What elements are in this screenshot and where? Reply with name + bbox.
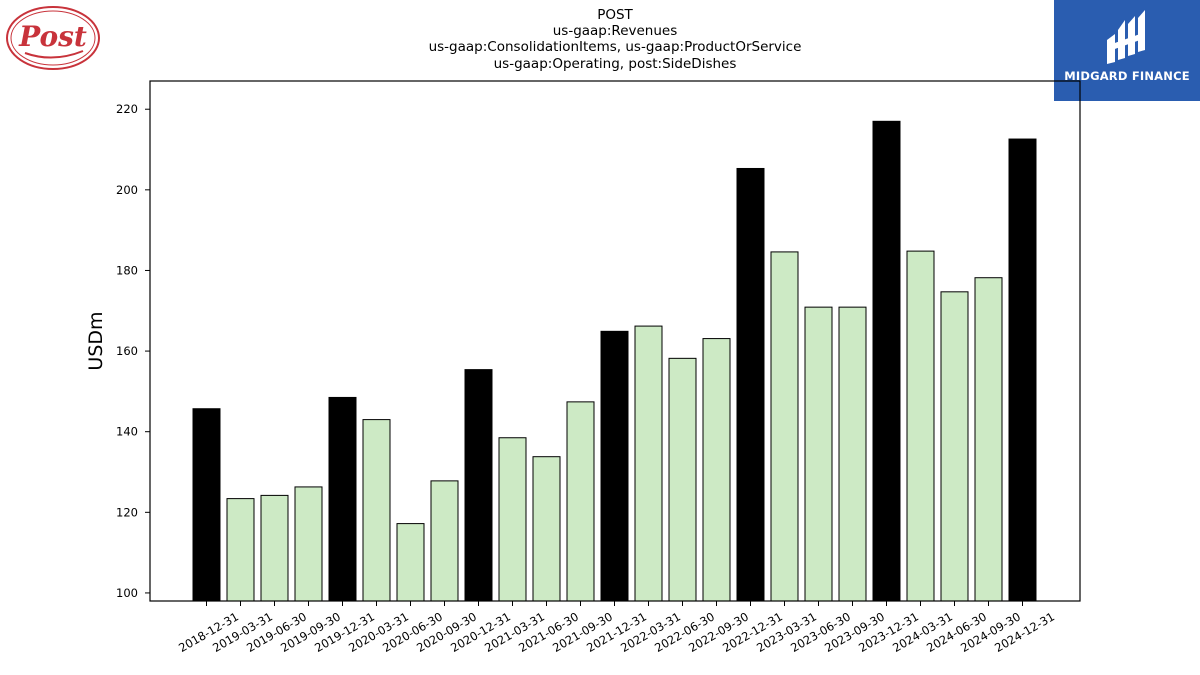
bar-2019-12-31	[328, 396, 357, 602]
bar-2018-12-31	[192, 408, 221, 602]
x-axis: 2018-12-312019-03-312019-06-302019-09-30…	[176, 601, 1057, 655]
chart-title-line-2: us-gaap:Revenues	[552, 23, 678, 40]
y-axis-label: USDm	[85, 311, 107, 370]
chart-title-line-4: us-gaap:Operating, post:SideDishes	[493, 55, 737, 72]
chart-title-line-3: us-gaap:ConsolidationItems, us-gaap:Prod…	[428, 39, 802, 56]
bar-2019-03-31	[226, 498, 255, 602]
bar-2022-09-30	[702, 338, 731, 602]
bar-2023-06-30	[804, 306, 833, 602]
bar-2021-06-30	[532, 456, 561, 602]
y-tick-label: 120	[116, 505, 138, 519]
bar-2024-06-30	[940, 291, 969, 602]
midgard-mark-icon	[1107, 10, 1145, 64]
bar-2020-03-31	[362, 419, 391, 602]
midgard-finance-logo-text: MIDGARD FINANCE	[1064, 69, 1190, 83]
bar-2023-03-31	[770, 251, 799, 602]
post-logo-text: Post	[18, 20, 87, 53]
bar-2023-12-31	[872, 120, 901, 602]
bar-2024-03-31	[906, 250, 935, 602]
y-tick-label: 100	[116, 586, 138, 600]
bar-2020-12-31	[464, 369, 493, 602]
bar-2024-12-31	[1008, 138, 1037, 602]
bar-2021-03-31	[498, 437, 527, 602]
y-axis: 100 120 140 160 180 200 220	[116, 102, 150, 600]
bar-2021-12-31	[600, 330, 629, 602]
post-logo: Post	[6, 6, 100, 70]
midgard-finance-logo: MIDGARD FINANCE	[1054, 0, 1200, 101]
bar-2023-09-30	[838, 306, 867, 602]
y-tick-label: 180	[116, 263, 138, 277]
bars-group	[192, 120, 1037, 602]
y-tick-label: 140	[116, 425, 138, 439]
y-tick-label: 200	[116, 183, 138, 197]
bar-2024-09-30	[974, 277, 1003, 602]
bar-2020-06-30	[396, 523, 425, 602]
bar-2019-06-30	[260, 494, 289, 602]
bar-2021-09-30	[566, 401, 595, 602]
bar-2022-06-30	[668, 357, 697, 602]
chart-title-line-1: POST	[597, 7, 633, 23]
y-tick-label: 160	[116, 344, 138, 358]
bar-2022-03-31	[634, 325, 663, 602]
bar-2019-09-30	[294, 486, 323, 602]
bar-2020-09-30	[430, 480, 459, 602]
bar-2022-12-31	[736, 167, 765, 602]
y-tick-label: 220	[116, 102, 138, 116]
chart-title: POST us-gaap:Revenues us-gaap:Consolidat…	[0, 7, 1200, 72]
